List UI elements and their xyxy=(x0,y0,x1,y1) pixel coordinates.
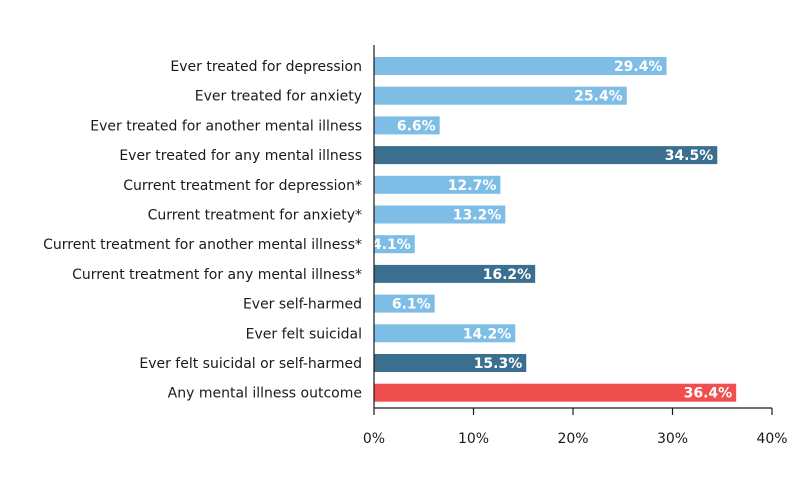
bar-6 xyxy=(374,235,415,254)
bar-9 xyxy=(374,324,516,343)
category-label-5: Current treatment for anxiety* xyxy=(148,208,362,224)
x-tick-label-1: 10% xyxy=(458,431,489,447)
bar-0 xyxy=(374,57,667,75)
bar-10 xyxy=(374,354,527,372)
value-label-10: 15.3% xyxy=(474,356,523,372)
bar-3 xyxy=(374,146,718,165)
x-tick-label-3: 30% xyxy=(657,431,688,447)
value-label-1: 25.4% xyxy=(574,89,623,105)
category-label-10: Ever felt suicidal or self-harmed xyxy=(139,356,362,372)
x-tick-label-2: 20% xyxy=(557,431,588,447)
value-labels: 29.4% 25.4% 6.6% 34.5% 12.7% 13.2% 4.1% 16.2% 6.… xyxy=(372,59,732,402)
bar-8 xyxy=(374,294,435,313)
value-label-9: 14.2% xyxy=(463,326,512,342)
bar-1 xyxy=(374,86,627,105)
bar-4 xyxy=(374,175,501,194)
value-label-6: 4.1% xyxy=(372,237,411,253)
value-label-2: 6.6% xyxy=(397,118,436,134)
category-label-2: Ever treated for another mental illness xyxy=(90,118,362,134)
category-label-3: Ever treated for any mental illness xyxy=(119,148,362,164)
value-label-8: 6.1% xyxy=(392,297,431,313)
category-label-7: Current treatment for any mental illness… xyxy=(72,267,362,283)
bar-2 xyxy=(374,116,440,135)
bar-5 xyxy=(374,205,506,224)
value-label-5: 13.2% xyxy=(453,208,502,224)
x-tick-label-0: 0% xyxy=(363,431,385,447)
bar-7 xyxy=(374,264,536,283)
value-label-0: 29.4% xyxy=(614,59,663,75)
value-label-4: 12.7% xyxy=(448,178,497,194)
value-label-11: 36.4% xyxy=(684,386,733,402)
x-tick-label-4: 40% xyxy=(756,431,787,447)
category-label-9: Ever felt suicidal xyxy=(246,326,362,342)
category-label-1: Ever treated for anxiety xyxy=(195,89,362,105)
category-label-8: Ever self-harmed xyxy=(243,297,362,313)
category-labels: Ever treated for depression Ever treated … xyxy=(43,59,362,402)
value-label-3: 34.5% xyxy=(665,148,714,164)
category-label-4: Current treatment for depression* xyxy=(123,178,362,194)
value-label-7: 16.2% xyxy=(483,267,532,283)
category-label-0: Ever treated for depression xyxy=(170,59,362,75)
x-axis: 0% 10% 20% 30% 40% xyxy=(363,45,788,447)
bar-11 xyxy=(374,383,737,402)
category-label-6: Current treatment for another mental ill… xyxy=(43,237,362,253)
bars-layer xyxy=(374,57,737,402)
category-label-11: Any mental illness outcome xyxy=(168,386,362,402)
